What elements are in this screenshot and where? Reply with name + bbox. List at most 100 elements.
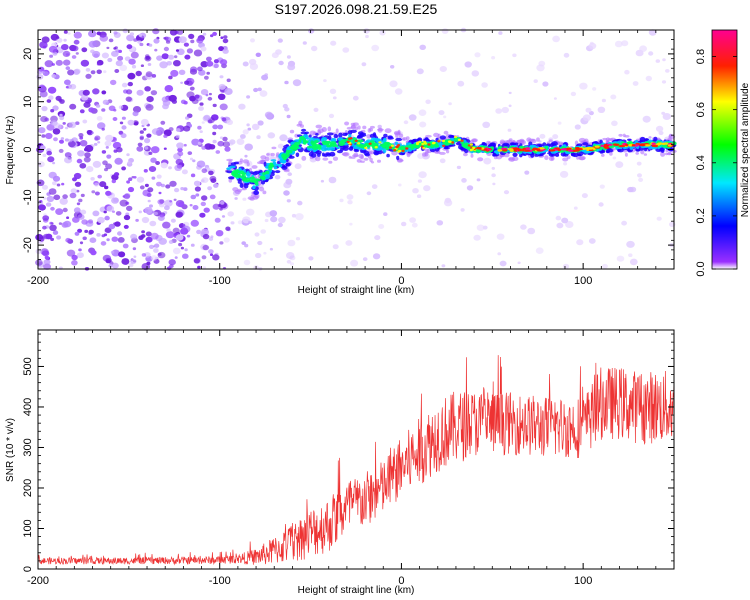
spectrogram-noise-cell [166, 266, 172, 271]
spectrogram-peak-cell [625, 143, 629, 147]
spectrogram-signal-cell [384, 128, 392, 134]
spectrogram-signal-cell [269, 162, 274, 167]
spectrogram-noise-cell [632, 81, 639, 86]
spectrogram-signal-cell [538, 153, 542, 157]
spectrogram-noise-cell [52, 128, 61, 135]
spectrogram-signal-cell [270, 159, 277, 162]
spectrogram-noise-cell [114, 69, 120, 73]
spectrogram-signal-cell [295, 152, 300, 158]
spectrogram-noise-cell [144, 183, 149, 188]
spectrogram-noise-cell [54, 123, 62, 130]
snr-y-axis-label: SNR (10 * v/v) [5, 418, 16, 482]
spectrogram-noise-cell [256, 135, 261, 140]
spectrogram-noise-cell [66, 216, 70, 219]
spectrogram-signal-cell [414, 145, 421, 149]
spectrogram-noise-cell [394, 88, 403, 95]
spectrogram-noise-cell [483, 157, 492, 165]
spectrogram-noise-cell [77, 228, 83, 233]
spectrogram-noise-cell [287, 63, 296, 71]
spectrogram-noise-cell [661, 111, 666, 115]
spectrogram-noise-cell [67, 140, 76, 148]
spectrogram-noise-cell [330, 40, 337, 46]
spectrogram-noise-cell [127, 186, 135, 193]
spectrogram-noise-cell [496, 233, 505, 240]
spectrogram-signal-cell [353, 152, 359, 158]
spectrogram-peak-cell [532, 147, 537, 150]
spectrogram-noise-cell [92, 88, 100, 95]
spectrogram-signal-cell [377, 159, 381, 163]
spectrogram-noise-cell [108, 223, 116, 230]
spectrogram-noise-cell [173, 60, 181, 67]
spectrogram-noise-cell [655, 125, 664, 132]
spectrogram-noise-cell [133, 121, 139, 126]
spectrogram-noise-cell [277, 222, 283, 228]
spectrogram-noise-cell [230, 221, 235, 225]
spectrogram-signal-cell [643, 153, 648, 156]
spectrogram-noise-cell [481, 82, 488, 88]
spectrogram-noise-cell [89, 237, 97, 243]
spectrogram-noise-cell [200, 46, 207, 52]
spectrogram-signal-cell [265, 170, 270, 175]
spectrogram-noise-cell [77, 150, 85, 157]
spectrogram-noise-cell [295, 213, 304, 221]
snr-y-tick-label: 200 [22, 479, 34, 497]
spectrogram-peak-cell [454, 135, 458, 139]
spectrogram-noise-cell [69, 103, 77, 110]
spectrogram-noise-cell [495, 108, 503, 114]
spectrogram-noise-cell [562, 263, 570, 269]
spectrogram-noise-cell [81, 94, 89, 101]
spectrogram-noise-cell [85, 68, 91, 72]
spectrogram-signal-cell [369, 125, 375, 129]
spectrogram-noise-cell [163, 129, 172, 137]
spectrogram-noise-cell [198, 106, 204, 111]
spectrogram-noise-cell [176, 128, 181, 132]
spectrogram-noise-cell [73, 31, 82, 39]
spectrogram-noise-cell [63, 220, 72, 228]
spectrogram-noise-cell [213, 183, 219, 188]
spectrogram-noise-cell [141, 263, 151, 271]
spectrogram-noise-cell [148, 151, 153, 155]
spectrogram-noise-cell [637, 173, 642, 178]
spectrogram-y-tick-label: 20 [22, 48, 34, 60]
spectrogram-signal-cell [321, 137, 328, 142]
spectrogram-noise-cell [224, 88, 233, 95]
spectrogram-noise-cell [131, 64, 137, 69]
spectrogram-noise-cell [138, 210, 142, 214]
spectrogram-marks [35, 27, 677, 271]
spectrogram-peak-cell [431, 142, 435, 145]
spectrogram-noise-cell [213, 63, 219, 69]
spectrogram-noise-cell [71, 45, 79, 52]
spectrogram-signal-cell [368, 150, 375, 155]
spectrogram-signal-cell [328, 160, 333, 164]
spectrogram-noise-cell [201, 145, 207, 150]
spectrogram-noise-cell [240, 134, 246, 139]
spectrogram-noise-cell [193, 180, 201, 187]
spectrogram-noise-cell [78, 198, 83, 203]
spectrogram-noise-cell [180, 246, 184, 250]
spectrogram-noise-cell [248, 220, 253, 224]
spectrogram-noise-cell [163, 46, 169, 52]
spectrogram-noise-cell [200, 201, 206, 207]
spectrogram-noise-cell [160, 120, 166, 125]
spectrogram-noise-cell [42, 184, 48, 190]
spectrogram-noise-cell [287, 239, 296, 247]
spectrogram-noise-cell [602, 263, 608, 269]
spectrogram-noise-cell [238, 103, 246, 110]
spectrogram-signal-cell [493, 156, 498, 160]
spectrogram-noise-cell [42, 45, 47, 49]
spectrogram-noise-cell [111, 179, 117, 184]
spectrogram-noise-cell [96, 62, 101, 66]
spectrogram-peak-cell [651, 144, 655, 147]
spectrogram-noise-cell [146, 133, 152, 138]
spectrogram-noise-cell [148, 43, 153, 47]
spectrogram-signal-cell [508, 157, 514, 161]
spectrogram-noise-cell [147, 63, 152, 66]
spectrogram-noise-cell [45, 132, 53, 140]
spectrogram-noise-cell [208, 144, 216, 150]
spectrogram-signal-cell [369, 140, 375, 144]
spectrogram-signal-cell [273, 166, 278, 170]
spectrogram-peak-cell [657, 142, 664, 145]
spectrogram-noise-cell [113, 108, 117, 112]
spectrogram-noise-cell [69, 83, 77, 90]
